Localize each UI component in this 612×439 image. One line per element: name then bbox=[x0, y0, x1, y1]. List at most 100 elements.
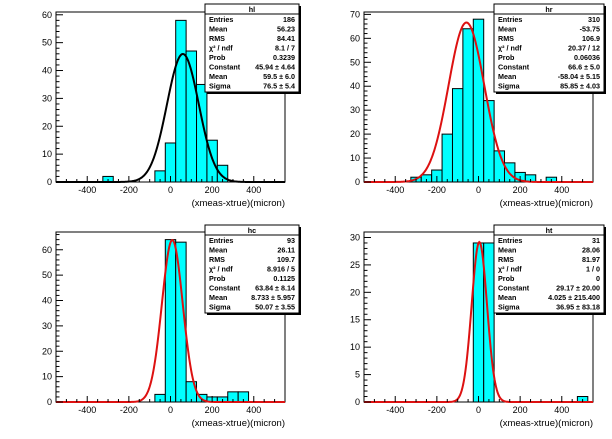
y-tick-label: 40 bbox=[42, 296, 52, 306]
stats-label: Sigma bbox=[209, 82, 232, 91]
stats-value: 0.06036 bbox=[574, 53, 600, 62]
histogram-name: hc bbox=[248, 226, 256, 235]
histogram-bar bbox=[462, 28, 474, 183]
x-tick-label: 0 bbox=[476, 405, 481, 415]
stats-label: χ² / ndf bbox=[498, 265, 522, 274]
y-tick-label: 0 bbox=[355, 397, 360, 407]
y-tick-label: 10 bbox=[42, 149, 52, 159]
histogram-name: hl bbox=[249, 5, 255, 14]
y-tick-label: 10 bbox=[42, 372, 52, 382]
histogram-panel-hl: -400 -200 0 200 400 0 10 20 30 40 50 60 (xmeas-xtrue… bbox=[42, 3, 301, 209]
histogram-bar bbox=[175, 19, 187, 183]
y-tick-label: 0 bbox=[355, 177, 360, 187]
stats-value: 186 bbox=[283, 15, 295, 24]
stats-label: Entries bbox=[209, 236, 233, 245]
stats-label: Constant bbox=[209, 63, 241, 72]
stats-value: 31 bbox=[592, 236, 600, 245]
stats-value: 50.07 ± 3.55 bbox=[255, 303, 295, 312]
stats-label: Entries bbox=[498, 15, 522, 24]
stats-box: hr Entries 310 Mean -53.75 RMS 106.9 χ² / ndf 20… bbox=[493, 3, 606, 94]
x-tick-label: 0 bbox=[168, 405, 173, 415]
y-tick-label: 20 bbox=[42, 346, 52, 356]
y-tick-label: 20 bbox=[350, 129, 360, 139]
y-tick-label: 25 bbox=[350, 260, 360, 270]
y-tick-label: 30 bbox=[42, 93, 52, 103]
x-tick-label: -400 bbox=[78, 405, 96, 415]
y-tick-label: 60 bbox=[350, 33, 360, 43]
stats-label: χ² / ndf bbox=[209, 265, 233, 274]
y-tick-label: 15 bbox=[350, 315, 360, 325]
stats-value: 0.3239 bbox=[273, 53, 295, 62]
gaussian-fit-curve bbox=[364, 240, 593, 403]
x-tick-label: 0 bbox=[168, 185, 173, 195]
stats-label: Mean bbox=[209, 293, 227, 302]
y-tick-label: 60 bbox=[42, 245, 52, 255]
x-axis-title: (xmeas-xtrue)(micron) bbox=[500, 418, 593, 429]
y-tick-label: 10 bbox=[350, 153, 360, 163]
stats-label: Entries bbox=[498, 236, 522, 245]
histogram-name: ht bbox=[546, 226, 553, 235]
stats-box-frame bbox=[493, 3, 605, 93]
histogram-bar bbox=[472, 18, 485, 183]
stats-label: Prob bbox=[498, 53, 515, 62]
stats-value: 109.7 bbox=[277, 255, 295, 264]
stats-value: 59.5 ± 6.0 bbox=[263, 72, 295, 81]
stats-value: 66.6 ± 5.0 bbox=[568, 63, 600, 72]
stats-value: 93 bbox=[287, 236, 295, 245]
stats-label: Constant bbox=[498, 63, 530, 72]
x-tick-label: -200 bbox=[120, 185, 138, 195]
stats-label: Mean bbox=[209, 72, 227, 81]
stats-label: Prob bbox=[498, 274, 515, 283]
stats-label: Mean bbox=[209, 246, 227, 255]
x-tick-label: -200 bbox=[120, 405, 138, 415]
stats-label: RMS bbox=[209, 34, 225, 43]
histogram-bar bbox=[441, 133, 453, 183]
stats-value: 85.85 ± 4.03 bbox=[560, 82, 600, 91]
x-tick-label: -400 bbox=[386, 185, 404, 195]
stats-value: 84.41 bbox=[277, 34, 295, 43]
stats-value: 28.06 bbox=[582, 246, 600, 255]
x-tick-label: 400 bbox=[246, 405, 261, 415]
histogram-panel-hc: -400 -200 0 200 400 0 10 20 30 40 50 60 (xmeas-xtrue… bbox=[42, 224, 301, 429]
y-tick-label: 50 bbox=[350, 57, 360, 67]
histogram-bar bbox=[451, 88, 464, 183]
x-tick-label: -200 bbox=[428, 405, 446, 415]
stats-value: -53.75 bbox=[580, 25, 600, 34]
x-tick-label: 200 bbox=[513, 185, 528, 195]
stats-value: 0 bbox=[596, 274, 600, 283]
y-tick-label: 20 bbox=[350, 287, 360, 297]
stats-label: χ² / ndf bbox=[209, 44, 233, 53]
stats-label: Prob bbox=[209, 274, 226, 283]
stats-value: 29.17 ± 20.00 bbox=[556, 284, 600, 293]
x-tick-label: 200 bbox=[205, 405, 220, 415]
y-tick-label: 10 bbox=[350, 342, 360, 352]
stats-box-frame bbox=[204, 3, 300, 93]
stats-value: 76.5 ± 5.4 bbox=[263, 82, 295, 91]
stats-label: Mean bbox=[498, 25, 516, 34]
x-tick-label: -200 bbox=[428, 185, 446, 195]
stats-value: 56.23 bbox=[277, 25, 295, 34]
stats-value: 1 / 0 bbox=[586, 265, 600, 274]
stats-label: RMS bbox=[498, 255, 514, 264]
gaussian-fit-curve bbox=[364, 21, 593, 183]
y-tick-label: 50 bbox=[42, 38, 52, 48]
stats-value: 4.025 ± 215.400 bbox=[548, 293, 600, 302]
y-tick-label: 40 bbox=[350, 81, 360, 91]
stats-value: 106.9 bbox=[582, 34, 600, 43]
x-tick-label: 400 bbox=[554, 185, 569, 195]
stats-value: 81.97 bbox=[582, 255, 600, 264]
x-axis-title: (xmeas-xtrue)(micron) bbox=[500, 198, 593, 209]
histogram-panel-hr: -400 -200 0 200 400 0 10 20 30 40 50 60 70 (xmeas-xtr… bbox=[350, 3, 606, 209]
gaussian-fit-curve bbox=[56, 52, 285, 183]
stats-label: Mean bbox=[498, 246, 516, 255]
stats-label: Mean bbox=[498, 72, 516, 81]
stats-label: χ² / ndf bbox=[498, 44, 522, 53]
y-tick-label: 30 bbox=[42, 321, 52, 331]
stats-value: 63.84 ± 8.14 bbox=[255, 284, 295, 293]
stats-value: 310 bbox=[588, 15, 600, 24]
stats-label: Entries bbox=[209, 15, 233, 24]
gaussian-fit-curve bbox=[56, 239, 285, 403]
stats-label: Sigma bbox=[498, 303, 521, 312]
x-tick-label: 200 bbox=[205, 185, 220, 195]
